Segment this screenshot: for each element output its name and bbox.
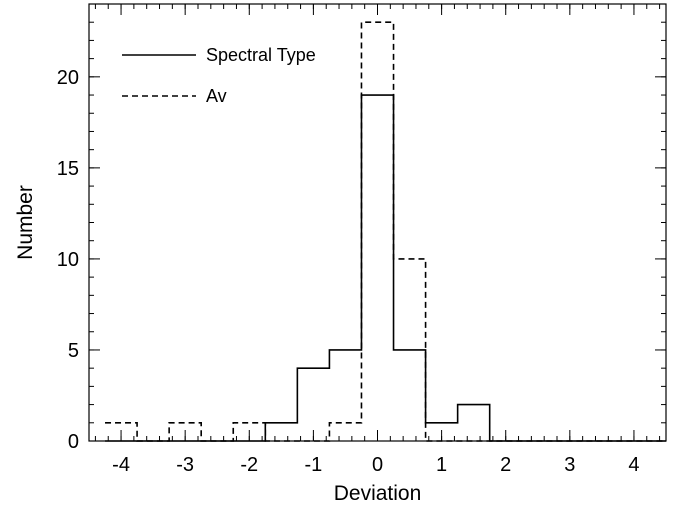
legend-label-spectral-type: Spectral Type bbox=[206, 45, 316, 65]
y-tick-label: 20 bbox=[57, 67, 79, 89]
x-tick-label: 0 bbox=[372, 454, 383, 476]
plot-frame bbox=[88, 3, 667, 442]
x-tick-label: -1 bbox=[304, 454, 322, 476]
x-tick-label: -2 bbox=[240, 454, 258, 476]
series-line-spectral-type bbox=[105, 94, 666, 442]
y-tick-label: 0 bbox=[68, 431, 79, 453]
x-tick-label: 4 bbox=[628, 454, 639, 476]
x-tick-label: -4 bbox=[112, 454, 130, 476]
y-tick-label: 5 bbox=[68, 340, 79, 362]
y-tick-label: 15 bbox=[57, 158, 79, 180]
x-tick-label: -3 bbox=[176, 454, 194, 476]
series-layer bbox=[105, 21, 666, 442]
y-axis-label: Number bbox=[14, 185, 37, 260]
y-tick-label: 10 bbox=[57, 249, 79, 271]
minor-ticks bbox=[89, 3, 666, 442]
tick-labels: -4 -3 -2 -1 0 1 2 3 4 0 5 10 15 20 bbox=[57, 67, 640, 476]
x-axis-label: Deviation bbox=[334, 482, 422, 505]
x-tick-label: 2 bbox=[500, 454, 511, 476]
legend-label-av: Av bbox=[206, 86, 227, 106]
x-tick-label: 1 bbox=[436, 454, 447, 476]
x-tick-label: 3 bbox=[564, 454, 575, 476]
legend: Spectral Type Av bbox=[122, 45, 316, 106]
series-line-av bbox=[105, 21, 666, 442]
major-ticks bbox=[89, 4, 666, 442]
